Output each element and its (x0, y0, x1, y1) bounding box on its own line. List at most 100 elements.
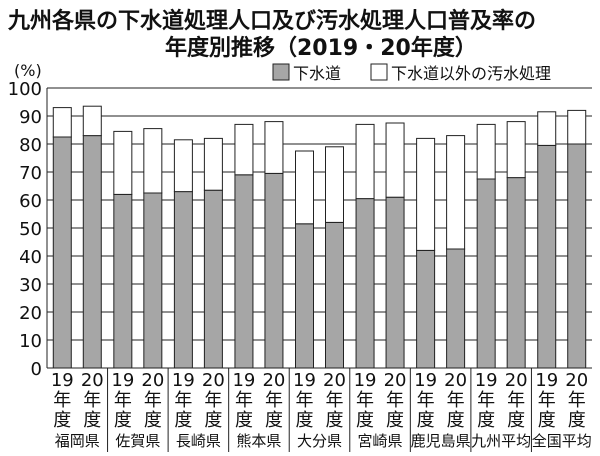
x-group-label: 佐賀県 (115, 432, 160, 450)
bar-sewer (82, 135, 102, 369)
x-year-label: 度 (114, 410, 132, 431)
x-year-label: 度 (507, 410, 525, 431)
bar-sewer (355, 198, 375, 369)
x-year-label: 年 (204, 390, 222, 411)
bar-other (567, 109, 587, 145)
x-year-label: 20 (323, 370, 346, 391)
y-tick-label: 30 (19, 275, 42, 296)
bar-other (476, 123, 496, 180)
chart-title-line-1: 九州各県の下水道処理人口及び汚水処理人口普及率の (7, 8, 536, 34)
x-year-label: 年 (447, 390, 465, 411)
bar-sewer (567, 143, 587, 369)
x-year-label: 20 (262, 370, 285, 391)
x-year-label: 年 (568, 390, 586, 411)
x-year-label: 20 (505, 370, 528, 391)
x-year-label: 20 (384, 370, 407, 391)
x-year-label: 度 (356, 410, 374, 431)
x-year-label: 年 (296, 390, 314, 411)
x-year-label: 年 (83, 390, 101, 411)
bar-other (143, 128, 163, 194)
x-year-label: 19 (414, 370, 437, 391)
legend-swatch-other (370, 63, 388, 81)
bar-sewer (295, 223, 314, 369)
x-year-label: 年 (144, 390, 162, 411)
x-year-label: 度 (53, 410, 71, 431)
x-year-label: 度 (83, 410, 101, 431)
bar-other (385, 122, 405, 198)
bar-other (264, 121, 284, 174)
chart-title-line-2: 年度別推移（2019・20年度） (165, 35, 477, 61)
x-year-label: 度 (417, 410, 435, 431)
x-year-label: 度 (477, 410, 495, 431)
bar-sewer (506, 177, 526, 369)
x-year-label: 20 (444, 370, 467, 391)
x-year-label: 年 (538, 390, 556, 411)
x-year-label: 度 (235, 410, 253, 431)
bar-other (173, 139, 193, 193)
y-tick-label: 20 (19, 303, 42, 324)
bar-sewer (537, 144, 557, 369)
legend-swatch-sewer (272, 63, 290, 81)
bar-sewer (173, 191, 193, 369)
x-year-label: 年 (174, 390, 192, 411)
bar-sewer (52, 136, 72, 369)
legend-label-sewer: 下水道 (293, 64, 341, 83)
bar-other (295, 150, 314, 225)
bar-sewer (446, 248, 466, 369)
x-year-label: 度 (538, 410, 556, 431)
x-group-label: 福岡県 (55, 432, 100, 450)
x-year-label: 年 (265, 390, 283, 411)
y-axis-unit-label: (%) (14, 61, 42, 80)
bar-sewer (113, 193, 133, 369)
x-group-label: 熊本県 (236, 432, 281, 450)
y-tick-label: 50 (19, 219, 42, 240)
x-year-label: 20 (565, 370, 588, 391)
x-group-label: 九州平均 (471, 432, 531, 450)
x-group-label: 大分県 (297, 432, 342, 450)
gridlines (47, 87, 592, 341)
x-year-label: 19 (51, 370, 74, 391)
bar-sewer (143, 192, 163, 369)
x-year-label: 度 (174, 410, 192, 431)
y-tick-label: 60 (19, 191, 42, 212)
legend-label-other: 下水道以外の汚水処理 (391, 64, 551, 83)
x-year-label: 19 (475, 370, 498, 391)
bar-other (506, 121, 526, 179)
bar-other (203, 137, 223, 191)
x-year-label: 度 (265, 410, 283, 431)
x-year-label: 年 (114, 390, 132, 411)
x-year-label: 度 (447, 410, 465, 431)
x-year-label: 度 (204, 410, 222, 431)
x-group-label: 長崎県 (176, 432, 221, 450)
x-year-label: 19 (172, 370, 195, 391)
x-year-label: 年 (417, 390, 435, 411)
x-axis-labels: 19年度20年度福岡県19年度20年度佐賀県19年度20年度長崎県19年度20年… (51, 368, 592, 452)
bars (52, 105, 587, 369)
x-year-label: 度 (386, 410, 404, 431)
bar-sewer (234, 174, 254, 369)
bar-other (82, 105, 102, 137)
x-group-label: 全国平均 (532, 432, 592, 450)
bar-sewer (416, 249, 436, 369)
y-tick-label: 70 (19, 163, 42, 184)
bar-other (325, 146, 344, 223)
y-tick-label: 100 (8, 79, 42, 100)
x-year-label: 19 (293, 370, 316, 391)
x-year-label: 度 (568, 410, 586, 431)
y-tick-label: 40 (19, 247, 42, 268)
x-year-label: 度 (144, 410, 162, 431)
x-group-label: 鹿児島県 (411, 432, 471, 450)
x-year-label: 19 (354, 370, 377, 391)
x-year-label: 度 (326, 410, 344, 431)
y-tick-label: 0 (31, 359, 42, 380)
bar-other (446, 135, 466, 250)
y-tick-label: 90 (19, 107, 42, 128)
legend: 下水道 下水道以外の汚水処理 (272, 63, 551, 83)
x-group-label: 宮崎県 (358, 432, 403, 450)
bar-other (537, 111, 557, 146)
x-year-label: 20 (141, 370, 164, 391)
x-year-label: 年 (356, 390, 374, 411)
bar-other (52, 107, 72, 138)
bar-other (416, 137, 436, 251)
